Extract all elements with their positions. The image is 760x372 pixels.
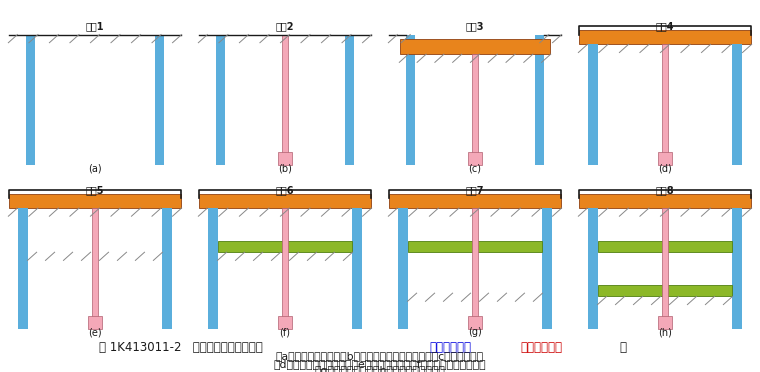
- Text: 步骤3: 步骤3: [466, 22, 484, 31]
- Bar: [662, 44, 668, 154]
- Bar: [216, 35, 225, 166]
- Bar: [345, 35, 354, 166]
- Text: (b): (b): [278, 164, 292, 174]
- Bar: [208, 208, 218, 329]
- Bar: [398, 208, 408, 329]
- Text: (d): (d): [658, 164, 672, 174]
- Text: 步骤5: 步骤5: [86, 185, 104, 195]
- Bar: [26, 35, 35, 166]
- Bar: [579, 31, 751, 44]
- Bar: [732, 208, 742, 329]
- Text: （g）开挖下层土；（h）构筑下层主体结构: （g）开挖下层土；（h）构筑下层主体结构: [315, 366, 445, 372]
- Text: (e): (e): [88, 327, 102, 337]
- Bar: [277, 153, 293, 166]
- Text: (h): (h): [658, 327, 672, 337]
- Text: 土方、结构均: 土方、结构均: [429, 341, 471, 354]
- Bar: [598, 241, 732, 252]
- Bar: [277, 316, 293, 329]
- Text: (a): (a): [88, 164, 102, 174]
- Text: 由上至下施工: 由上至下施工: [521, 341, 562, 354]
- Bar: [657, 153, 673, 166]
- Text: （a）构筑围护结构；（b）构筑主体结构中间立柱；（c）构筑顶板；: （a）构筑围护结构；（b）构筑主体结构中间立柱；（c）构筑顶板；: [276, 351, 484, 361]
- Bar: [282, 208, 288, 318]
- Bar: [282, 35, 288, 154]
- Bar: [588, 208, 598, 329]
- Bar: [588, 44, 598, 166]
- Text: (c): (c): [468, 164, 482, 174]
- Bar: [467, 153, 483, 166]
- Bar: [162, 208, 172, 329]
- Text: 步骤6: 步骤6: [276, 185, 294, 195]
- Text: 步骤2: 步骤2: [276, 22, 294, 31]
- Bar: [155, 35, 164, 166]
- Bar: [535, 35, 544, 166]
- Bar: [472, 208, 478, 318]
- Text: 步骤1: 步骤1: [86, 22, 104, 31]
- Bar: [199, 194, 371, 208]
- Bar: [662, 208, 668, 318]
- Bar: [542, 208, 552, 329]
- Bar: [18, 208, 28, 329]
- Bar: [406, 35, 415, 166]
- Bar: [579, 194, 751, 208]
- Text: 步骤8: 步骤8: [656, 185, 674, 195]
- Text: 步骤4: 步骤4: [656, 22, 674, 31]
- Bar: [472, 54, 478, 154]
- Text: (f): (f): [280, 327, 290, 337]
- Bar: [218, 241, 352, 252]
- Bar: [732, 44, 742, 166]
- Text: 图 1K413011-2   盖挖逆作法施工流程（: 图 1K413011-2 盖挖逆作法施工流程（: [99, 341, 262, 354]
- Text: ）: ）: [619, 341, 626, 354]
- Bar: [87, 316, 103, 329]
- Text: 步骤7: 步骤7: [466, 185, 484, 195]
- Bar: [9, 194, 181, 208]
- Text: (g): (g): [468, 327, 482, 337]
- Bar: [657, 316, 673, 329]
- Bar: [352, 208, 362, 329]
- Bar: [408, 241, 542, 252]
- Bar: [401, 39, 549, 54]
- Bar: [467, 316, 483, 329]
- Bar: [598, 285, 732, 296]
- Bar: [389, 194, 561, 208]
- Text: （d）回填土、恢复路面；（e）开挖中层土；（f）构筑上层主体结构；: （d）回填土、恢复路面；（e）开挖中层土；（f）构筑上层主体结构；: [274, 359, 486, 369]
- Bar: [92, 208, 98, 318]
